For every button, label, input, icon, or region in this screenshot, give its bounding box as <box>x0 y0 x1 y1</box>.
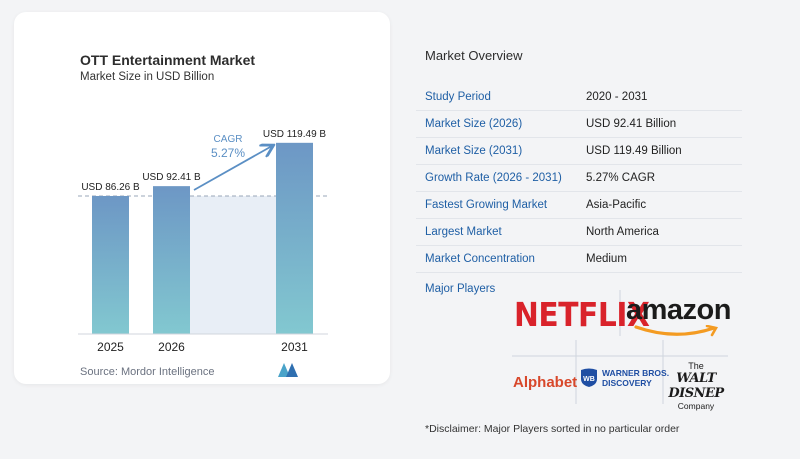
chart-title: OTT Entertainment Market <box>80 52 256 68</box>
data-label: USD 92.41 B <box>142 172 201 183</box>
amazon-wordmark: amazon <box>626 294 731 326</box>
wb-badge-text: WB <box>583 376 595 383</box>
x-tick-label: 2025 <box>97 340 124 354</box>
chart-subtitle: Market Size in USD Billion <box>80 71 215 83</box>
overview-row-label: Market Concentration <box>425 253 535 265</box>
x-tick-label: 2026 <box>158 340 185 354</box>
overview-row: Market Size (2026) USD 92.41 Billion <box>416 111 742 138</box>
overview-row-label: Study Period <box>425 91 491 103</box>
overview-row-value: 2020 - 2031 <box>586 91 648 103</box>
overview-row-label: Market Size (2026) <box>425 118 523 130</box>
cagr-value: 5.27% <box>211 146 245 160</box>
disclaimer: *Disclaimer: Major Players sorted in no … <box>425 423 680 435</box>
major-players-label: Major Players <box>425 283 496 295</box>
overview-row-value: 5.27% CAGR <box>586 172 656 184</box>
overview-row-label: Growth Rate (2026 - 2031) <box>425 172 562 184</box>
overview-row: Market Concentration Medium <box>416 246 742 273</box>
bar-2026 <box>153 186 190 334</box>
overview-row-value: Medium <box>586 253 627 265</box>
netflix-logo: NETFLIX <box>514 295 650 334</box>
overview-row-value: USD 92.41 Billion <box>586 118 677 130</box>
data-label: USD 119.49 B <box>263 129 327 140</box>
overview-row-value: North America <box>586 226 659 238</box>
overview-row-value: USD 119.49 Billion <box>586 145 682 157</box>
source-note: Source: Mordor Intelligence <box>80 366 215 378</box>
wb-line1: WARNER BROS. <box>602 368 670 378</box>
wb-line2: DISCOVERY <box>602 378 652 388</box>
amazon-smile-icon <box>634 325 719 337</box>
overview-row-label: Largest Market <box>425 226 502 238</box>
disney-the: The <box>688 361 704 371</box>
disney-name: WALT DISNEP <box>668 371 724 401</box>
overview-row-label: Market Size (2031) <box>425 145 523 157</box>
bar-2031 <box>276 142 313 334</box>
overview-row: Largest Market North America <box>416 219 742 246</box>
overview-table: Study Period 2020 - 2031 Market Size (2026… <box>416 84 742 273</box>
overview-row: Fastest Growing Market Asia-Pacific <box>416 192 742 219</box>
walt-disney-logo: The WALT DISNEP Company <box>668 361 724 411</box>
overview-row-value: Asia-Pacific <box>586 199 647 211</box>
overview-row: Market Size (2031) USD 119.49 Billion <box>416 138 742 165</box>
amazon-logo: amazon <box>626 294 731 337</box>
bar-2025 <box>92 195 129 334</box>
disney-company: Company <box>677 401 715 411</box>
warner-bros-discovery-logo: WB WARNER BROS. DISCOVERY <box>580 368 669 388</box>
wb-shield-icon: WB <box>581 368 597 387</box>
overview-row: Growth Rate (2026 - 2031) 5.27% CAGR <box>416 165 742 192</box>
bar-chart: USD 86.26 B 2025 USD 92.41 B 2026 USD 119.49… <box>78 129 328 354</box>
data-label: USD 86.26 B <box>81 182 140 193</box>
cagr-arrow <box>193 146 272 191</box>
overview-title: Market Overview <box>425 48 523 63</box>
overview-row-label: Fastest Growing Market <box>425 199 548 211</box>
cagr-label: CAGR <box>214 134 243 145</box>
alphabet-logo: Alphabet <box>513 374 578 391</box>
x-tick-label: 2031 <box>281 340 308 354</box>
overview-row: Study Period 2020 - 2031 <box>416 84 742 111</box>
mordor-logo-icon <box>278 363 298 377</box>
cagr-band <box>190 195 276 334</box>
